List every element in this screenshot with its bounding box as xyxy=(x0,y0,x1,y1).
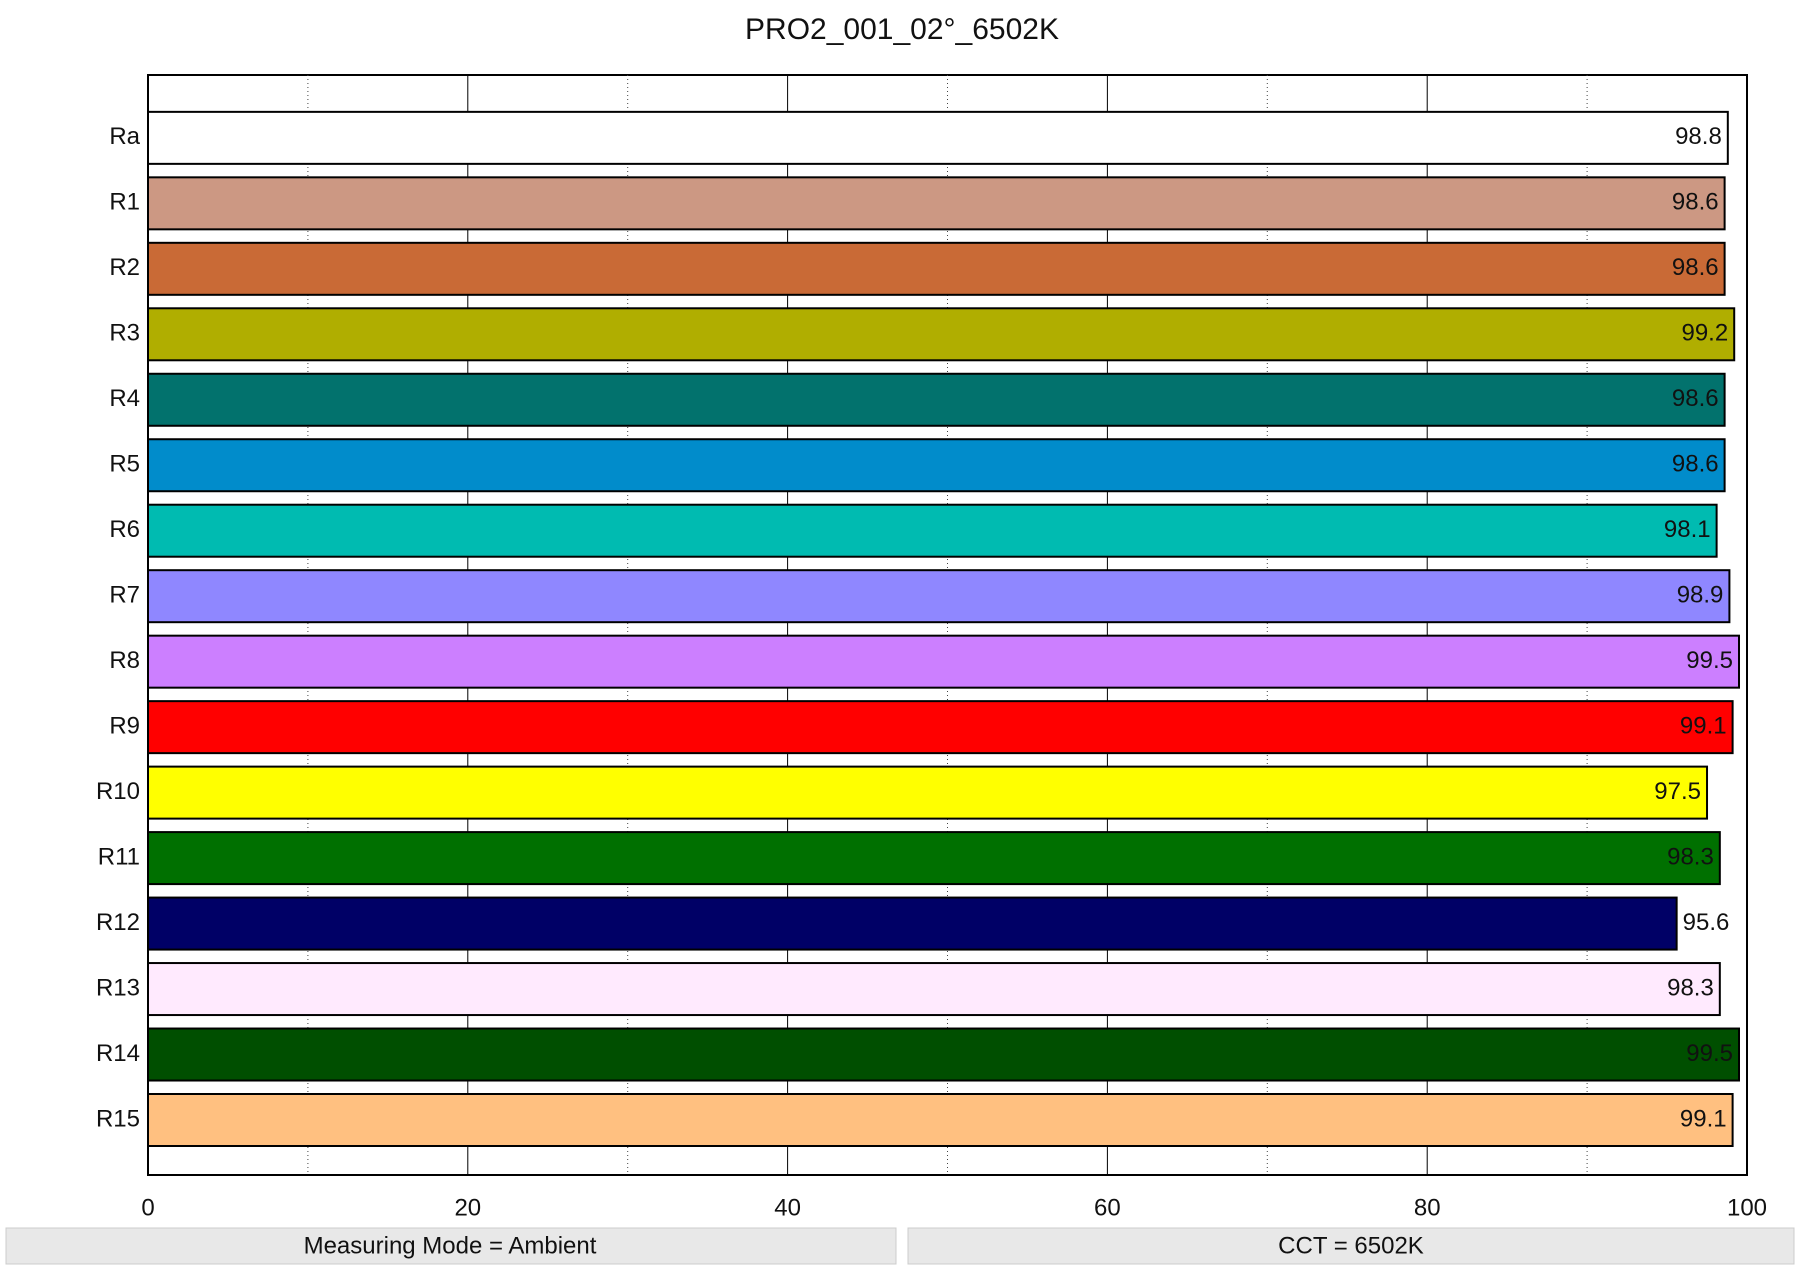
data-label: 99.5 xyxy=(1686,1040,1733,1067)
y-tick-label: R6 xyxy=(109,516,140,543)
y-tick-label: R13 xyxy=(96,974,140,1001)
data-label: 98.6 xyxy=(1672,254,1719,281)
y-tick-label: R11 xyxy=(98,843,140,870)
bar xyxy=(147,1027,1741,1082)
y-tick-label: R2 xyxy=(109,254,140,281)
bar xyxy=(147,307,1736,362)
y-tick-label: R5 xyxy=(109,451,140,478)
x-tick-label: 0 xyxy=(141,1194,154,1221)
data-label: 99.1 xyxy=(1680,1105,1727,1132)
y-tick-label: R9 xyxy=(109,712,140,739)
y-tick-label: R7 xyxy=(109,582,140,609)
bar xyxy=(147,372,1726,427)
data-label: 99.1 xyxy=(1680,712,1727,739)
data-label: 98.3 xyxy=(1667,843,1714,870)
data-label: 95.6 xyxy=(1683,909,1730,936)
y-tick-label: R15 xyxy=(96,1105,140,1132)
data-label: 97.5 xyxy=(1654,778,1701,805)
data-label: 99.2 xyxy=(1681,320,1728,347)
y-tick-label: R3 xyxy=(109,320,140,347)
bar xyxy=(147,896,1678,951)
bar xyxy=(147,700,1734,755)
bar xyxy=(147,569,1731,624)
data-label: 98.1 xyxy=(1664,516,1711,543)
bar xyxy=(147,1093,1734,1147)
y-tick-label: R12 xyxy=(96,909,140,936)
x-tick-label: 40 xyxy=(774,1194,801,1221)
x-tick-label: 60 xyxy=(1094,1194,1121,1221)
footer-box xyxy=(907,1227,1795,1265)
bar xyxy=(147,962,1721,1017)
bar xyxy=(147,110,1729,165)
bar xyxy=(147,831,1721,886)
data-label: 98.3 xyxy=(1667,974,1714,1001)
x-tick-label: 100 xyxy=(1727,1194,1767,1221)
bar xyxy=(147,634,1741,689)
y-tick-label: R14 xyxy=(96,1040,140,1067)
data-label: 99.5 xyxy=(1686,647,1733,674)
x-tick-label: 20 xyxy=(454,1194,481,1221)
y-tick-label: R10 xyxy=(96,778,140,805)
bar xyxy=(147,503,1718,558)
data-label: 98.8 xyxy=(1675,123,1722,150)
data-label: 98.6 xyxy=(1672,451,1719,478)
bar xyxy=(147,241,1726,296)
x-tick-label: 80 xyxy=(1414,1194,1441,1221)
data-label: 98.6 xyxy=(1672,189,1719,216)
footer-text: Measuring Mode = Ambient xyxy=(304,1232,597,1259)
y-tick-label: R8 xyxy=(109,647,140,674)
y-tick-label: Ra xyxy=(109,123,140,150)
data-label: 98.6 xyxy=(1672,385,1719,412)
y-tick-label: R1 xyxy=(109,189,140,216)
data-label: 98.9 xyxy=(1677,582,1724,609)
y-tick-label: R4 xyxy=(109,385,140,412)
bar xyxy=(147,176,1726,231)
footer-text: CCT = 6502K xyxy=(1278,1232,1424,1259)
bar xyxy=(147,765,1709,820)
chart-title: PRO2_001_02°_6502K xyxy=(745,13,1059,46)
bar xyxy=(147,438,1726,493)
footer-box xyxy=(5,1227,897,1265)
